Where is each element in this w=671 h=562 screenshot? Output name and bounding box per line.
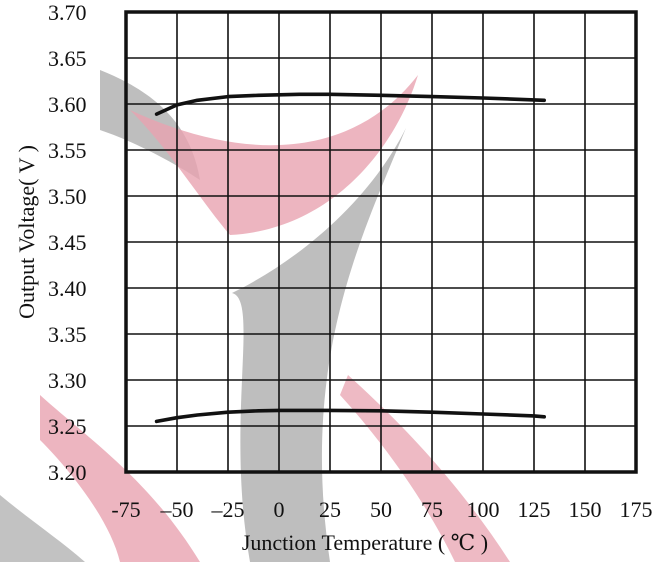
x-tick-label: 25 (319, 497, 341, 522)
y-tick-label: 3.25 (48, 414, 87, 439)
watermark-pink-right (340, 375, 510, 562)
x-tick-label: 125 (518, 497, 551, 522)
y-tick-label: 3.20 (48, 460, 87, 485)
series-line-2 (154, 408, 546, 424)
y-tick-label: 3.50 (48, 184, 87, 209)
y-tick-label: 3.70 (48, 0, 87, 25)
grid (124, 10, 638, 474)
x-tick-label: 150 (569, 497, 602, 522)
watermark-logo (0, 70, 510, 562)
x-tick-label: 75 (421, 497, 443, 522)
y-tick-label: 3.40 (48, 276, 87, 301)
watermark-pink-swoosh (130, 75, 418, 235)
y-tick-label: 3.55 (48, 138, 87, 163)
x-tick-label: 50 (370, 497, 392, 522)
watermark-pink-lower (40, 395, 200, 562)
x-tick-label: -75 (111, 497, 140, 522)
y-tick-label: 3.30 (48, 368, 87, 393)
plot-frame (124, 10, 638, 474)
y-tick-label: 3.60 (48, 92, 87, 117)
watermark-gray-lower (0, 495, 85, 562)
x-tick-label: 175 (620, 497, 653, 522)
watermark-gray-arc (232, 128, 406, 562)
series-line-1 (154, 92, 546, 116)
y-tick-label: 3.65 (48, 46, 87, 71)
x-tick-label: 100 (467, 497, 500, 522)
y-tick-label: 3.45 (48, 230, 87, 255)
x-tick-label: –25 (211, 497, 245, 522)
x-tick-labels: -75 –50 –25 0 25 50 75 100 125 150 175 (111, 497, 652, 522)
y-axis-title: Output Voltage( V ) (14, 145, 39, 319)
x-axis-title: Junction Temperature ( ℃ ) (242, 530, 488, 555)
series-lines (154, 92, 546, 424)
x-tick-label: 0 (274, 497, 285, 522)
y-tick-labels: 3.20 3.25 3.30 3.35 3.40 3.45 3.50 3.55 3.60 3.65… (48, 0, 87, 485)
x-tick-label: –50 (160, 497, 194, 522)
y-tick-label: 3.35 (48, 322, 87, 347)
